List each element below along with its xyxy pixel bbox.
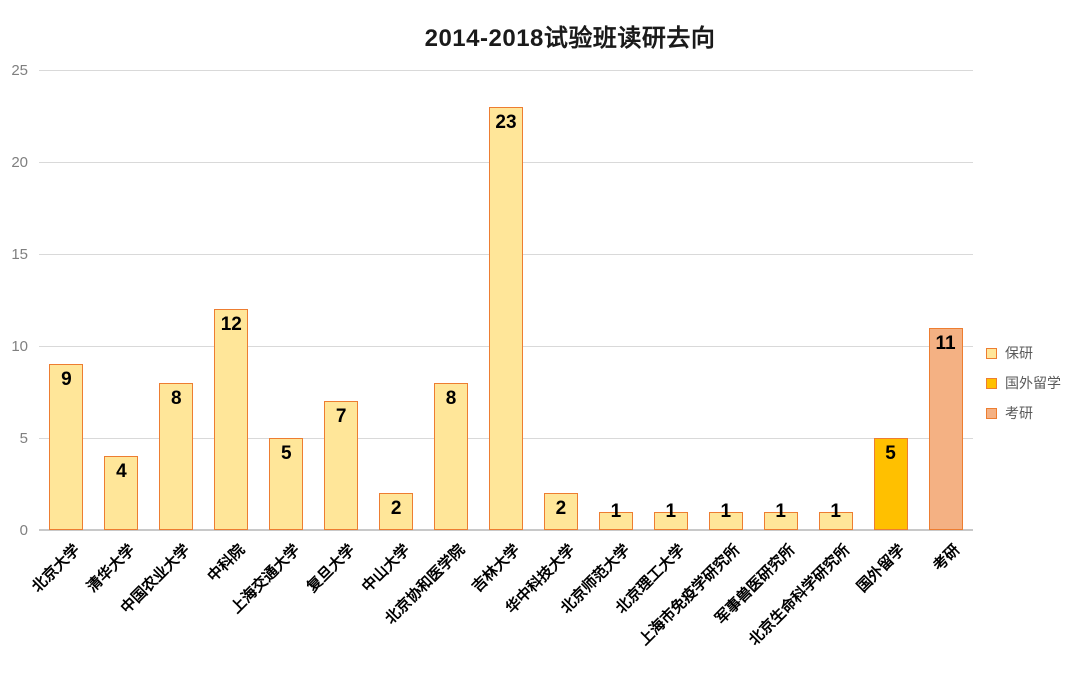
legend-swatch-baoyan [986, 347, 997, 359]
chart-title: 2014-2018试验班读研去向 [424, 25, 716, 52]
bar-value-label: 1 [775, 500, 786, 522]
gridline [39, 70, 973, 71]
bar [489, 106, 523, 530]
legend-swatch-guowailiuxue [986, 377, 997, 389]
bar-value-label: 2 [555, 498, 567, 520]
bar-value-label: 5 [280, 443, 292, 464]
bar [159, 382, 194, 530]
bar [269, 438, 304, 530]
x-axis-label: 上海市免疫学研究所 [635, 541, 744, 649]
x-axis-label: 国外留学 [853, 541, 908, 596]
bar [598, 511, 633, 530]
bar [653, 511, 688, 530]
y-axis-tick-label: 15 [11, 246, 28, 263]
legend-item-kaoyan: 考研 [986, 398, 1061, 428]
y-axis-tick-label: 0 [19, 522, 28, 539]
legend-label-guowailiuxue: 国外留学 [1005, 375, 1061, 391]
x-axis-label: 考研 [929, 541, 963, 575]
legend-item-baoyan: 保研 [986, 338, 1061, 368]
bar-value-label: 2 [390, 498, 402, 520]
x-axis-label: 中科院 [204, 541, 249, 586]
bar [104, 456, 139, 530]
legend-swatch-kaoyan [986, 407, 997, 419]
x-axis-label: 复旦大学 [304, 541, 359, 596]
bar [324, 401, 359, 530]
bar [543, 493, 578, 530]
y-axis-tick-label: 25 [11, 62, 28, 79]
x-axis-label: 北京生命科学研究所 [745, 541, 853, 649]
x-axis-label: 吉林大学 [468, 541, 524, 596]
bar [214, 309, 249, 530]
y-axis-tick-label: 5 [19, 430, 28, 447]
bar [763, 511, 798, 530]
bar [708, 511, 743, 530]
bar-value-label: 1 [665, 500, 677, 522]
bar-value-label: 8 [445, 387, 457, 409]
bar-value-label: 23 [495, 111, 517, 133]
bar-value-label: 1 [610, 500, 622, 522]
bar-value-label: 9 [61, 369, 72, 391]
chart-legend: 保研 国外留学 考研 [986, 338, 1061, 428]
x-axis-label: 清华大学 [84, 541, 139, 596]
bar-value-label: 4 [116, 461, 127, 483]
bar [49, 364, 84, 530]
bar-value-label: 7 [335, 406, 347, 428]
legend-item-guowailiuxue: 国外留学 [986, 368, 1061, 398]
y-axis-tick-label: 10 [11, 338, 28, 355]
bar [379, 493, 414, 530]
y-axis-tick-label: 20 [11, 154, 28, 171]
bar-value-label: 12 [220, 314, 242, 336]
bar-value-label: 11 [935, 332, 956, 354]
x-axis-line [39, 529, 973, 531]
bar-value-label: 1 [830, 500, 841, 522]
bar [818, 511, 853, 530]
bar-value-label: 1 [720, 500, 732, 522]
bar [434, 382, 469, 530]
bar-value-label: 5 [885, 443, 896, 464]
x-axis-label: 北京大学 [29, 541, 84, 596]
x-axis-label: 中山大学 [358, 541, 414, 596]
legend-label-kaoyan: 考研 [1005, 405, 1033, 421]
bar [873, 438, 908, 530]
bar-value-label: 8 [171, 387, 182, 409]
legend-label-baoyan: 保研 [1005, 345, 1033, 361]
bar [928, 327, 963, 530]
